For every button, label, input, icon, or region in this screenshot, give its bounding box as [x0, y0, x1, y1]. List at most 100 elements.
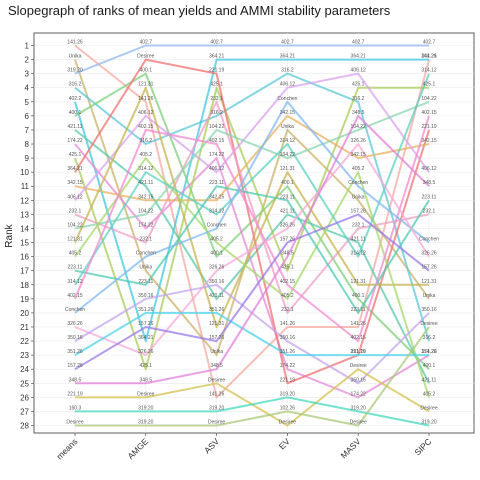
point-label: 402.15 — [280, 279, 296, 285]
point-label: 350.16 — [351, 377, 367, 383]
point-label: 316.2 — [69, 82, 82, 88]
point-label: 400.1 — [352, 293, 365, 299]
point-label: 316.2 — [210, 110, 223, 116]
y-tick-label: 5 — [25, 98, 30, 107]
point-label: 223.11 — [209, 180, 224, 186]
point-label: 402.7 — [352, 40, 365, 46]
y-axis: 1234567891011121314151617181920212223242… — [20, 42, 34, 431]
point-label: 232.1 — [423, 208, 436, 214]
point-label: 342.15 — [67, 180, 83, 186]
point-label: 405.2 — [423, 391, 436, 397]
point-label: 402.2 — [69, 96, 82, 102]
point-label: 350.16 — [67, 335, 83, 341]
point-label: 342.15 — [209, 194, 225, 200]
point-label: Desiree — [420, 321, 437, 327]
point-label: 421.11 — [351, 237, 366, 243]
point-label: 316.2 — [423, 335, 436, 341]
series-line — [74, 311, 429, 357]
point-label: 141.26 — [138, 96, 154, 102]
y-tick-label: 26 — [20, 393, 29, 402]
point-label: 157.26 — [280, 237, 296, 243]
series-line — [74, 143, 430, 357]
point-label: 405.2 — [352, 166, 365, 172]
point-label: 425.1 — [140, 363, 153, 369]
point-label: Conchen — [65, 307, 85, 313]
point-label: 350.16 — [280, 335, 296, 341]
x-tick-label: SIPC — [412, 436, 433, 457]
point-label: 221.19 — [67, 391, 83, 397]
point-label: 174.22 — [351, 391, 367, 397]
point-label: 351.26 — [351, 349, 367, 355]
point-label: Unika — [139, 265, 152, 271]
y-tick-label: 24 — [20, 365, 29, 374]
point-label: 221.19 — [209, 68, 225, 74]
point-label: 405.2 — [210, 237, 223, 243]
point-label: Conchen — [207, 222, 227, 228]
point-label: 223.11 — [422, 194, 437, 200]
point-label: Unika — [210, 349, 223, 355]
point-label: 319.20 — [421, 420, 437, 426]
point-label: 421.11 — [280, 208, 295, 214]
y-tick-label: 11 — [21, 182, 30, 191]
point-label: Conchen — [348, 180, 368, 186]
y-tick-label: 19 — [20, 295, 29, 304]
point-label: 406.12 — [280, 82, 296, 88]
point-label: 221.19 — [280, 377, 296, 383]
point-label: 406.12 — [209, 166, 225, 172]
point-label: 141.26 — [209, 391, 225, 397]
series-line — [75, 114, 430, 385]
series-line — [74, 115, 430, 343]
y-tick-label: 28 — [20, 422, 29, 431]
point-label: 102.26 — [280, 405, 296, 411]
point-label: 351.26 — [209, 307, 225, 313]
y-tick-label: 1 — [25, 42, 30, 51]
point-label: 319.20 — [138, 420, 154, 426]
point-label: 160.3 — [69, 405, 82, 411]
point-label: Conchen — [419, 237, 439, 243]
point-label: 314.12 — [209, 208, 225, 214]
series-lines — [74, 44, 430, 427]
y-tick-label: 15 — [20, 239, 29, 248]
point-label: 232.1 — [69, 208, 82, 214]
series-line — [74, 58, 430, 385]
point-label: 141.26 — [351, 321, 367, 327]
point-label: 364.21 — [351, 54, 367, 60]
point-label: 223.11 — [280, 194, 295, 200]
point-label: 314.12 — [351, 251, 367, 257]
point-label: 121.31 — [209, 321, 225, 327]
point-label: 350.16 — [421, 307, 437, 313]
point-label: 326.26 — [421, 251, 437, 257]
point-label: 157.26 — [209, 335, 225, 341]
point-label: Desiree — [350, 420, 367, 426]
y-tick-label: 16 — [20, 253, 29, 262]
point-label: 342.15 — [138, 194, 154, 200]
y-tick-label: 12 — [20, 196, 29, 205]
y-tick-label: 13 — [20, 210, 29, 219]
point-label: Unika — [423, 293, 436, 299]
series-line — [74, 72, 430, 342]
point-label: 121.31 — [280, 166, 296, 172]
point-label: 364.21 — [209, 54, 225, 60]
series-line — [74, 143, 430, 399]
point-label: Unika — [352, 194, 365, 200]
point-label: Conchen — [277, 96, 297, 102]
point-label: 157.26 — [67, 363, 83, 369]
point-label: 406.12 — [138, 110, 154, 116]
y-tick-label: 17 — [20, 267, 29, 276]
point-label: 174.22 — [280, 363, 296, 369]
point-label: 425.1 — [281, 265, 294, 271]
point-label: Desiree — [66, 420, 83, 426]
point-label: Desiree — [420, 405, 437, 411]
point-label: 405.2 — [140, 152, 153, 158]
point-label: 232.1 — [140, 237, 153, 243]
point-label: Desiree — [279, 420, 296, 426]
point-label: 348.5 — [210, 363, 223, 369]
y-tick-label: 25 — [20, 379, 29, 388]
point-label: 402.15 — [67, 293, 83, 299]
point-label: Desiree — [208, 420, 225, 426]
y-tick-label: 20 — [20, 309, 29, 318]
point-label: 104.22 — [421, 96, 437, 102]
y-tick-label: 21 — [20, 323, 29, 332]
point-label: 364.21 — [280, 54, 296, 60]
series-line — [74, 44, 429, 75]
